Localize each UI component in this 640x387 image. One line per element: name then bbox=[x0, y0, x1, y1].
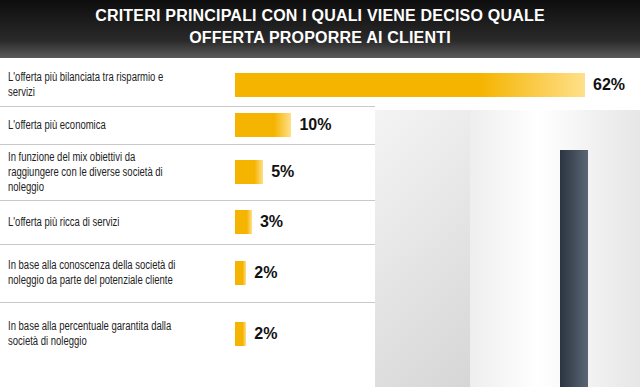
data-label: 3% bbox=[260, 210, 283, 234]
category-label: In funzione del mix obiettivi da raggiun… bbox=[8, 150, 181, 195]
bar bbox=[235, 322, 246, 346]
category-label-box: In base alla percentuale garantita dalla… bbox=[8, 302, 236, 366]
row-separator bbox=[0, 106, 375, 107]
category-label-box: In base alla conoscenza della società di… bbox=[8, 244, 236, 302]
category-label: L'offerta più bilanciata tra risparmio e… bbox=[8, 70, 181, 100]
row-separator bbox=[0, 200, 375, 201]
row-separator bbox=[0, 302, 375, 303]
data-label: 2% bbox=[254, 261, 277, 285]
data-label: 10% bbox=[299, 113, 331, 137]
data-label: 62% bbox=[593, 73, 625, 97]
photo-tie bbox=[560, 150, 588, 387]
category-label-box: L'offerta più economica bbox=[8, 106, 236, 144]
bar bbox=[235, 73, 585, 97]
category-label: L'offerta più economica bbox=[8, 118, 181, 133]
chart-title: CRITERI PRINCIPALI CON I QUALI VIENE DEC… bbox=[80, 5, 560, 49]
bar bbox=[235, 210, 252, 234]
data-label: 2% bbox=[254, 322, 277, 346]
category-label-box: In funzione del mix obiettivi da raggiun… bbox=[8, 144, 236, 200]
bar bbox=[235, 160, 263, 184]
category-label: In base alla conoscenza della società di… bbox=[8, 258, 181, 288]
category-label: In base alla percentuale garantita dalla… bbox=[8, 319, 181, 349]
bar bbox=[235, 261, 246, 285]
category-label-box: L'offerta più ricca di servizi bbox=[8, 200, 236, 244]
photo-shirt bbox=[470, 110, 640, 387]
category-label-box: L'offerta più bilanciata tra risparmio e… bbox=[8, 64, 236, 106]
category-label: L'offerta più ricca di servizi bbox=[8, 215, 181, 230]
row-separator bbox=[0, 244, 375, 245]
data-label: 5% bbox=[271, 160, 294, 184]
row-separator bbox=[0, 144, 375, 145]
bar bbox=[235, 113, 291, 137]
